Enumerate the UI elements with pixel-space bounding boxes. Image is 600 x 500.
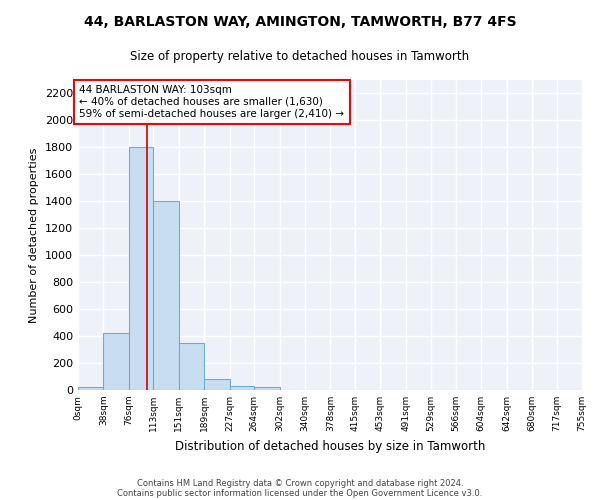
Text: Contains public sector information licensed under the Open Government Licence v3: Contains public sector information licen… xyxy=(118,488,482,498)
Text: 44 BARLASTON WAY: 103sqm
← 40% of detached houses are smaller (1,630)
59% of sem: 44 BARLASTON WAY: 103sqm ← 40% of detach… xyxy=(79,86,344,118)
Text: Size of property relative to detached houses in Tamworth: Size of property relative to detached ho… xyxy=(130,50,470,63)
Bar xyxy=(154,202,179,390)
Y-axis label: Number of detached properties: Number of detached properties xyxy=(29,148,40,322)
Text: 44, BARLASTON WAY, AMINGTON, TAMWORTH, B77 4FS: 44, BARLASTON WAY, AMINGTON, TAMWORTH, B… xyxy=(83,15,517,29)
Bar xyxy=(230,386,254,390)
Bar xyxy=(103,334,129,390)
Text: Contains HM Land Registry data © Crown copyright and database right 2024.: Contains HM Land Registry data © Crown c… xyxy=(137,478,463,488)
Bar xyxy=(78,388,103,390)
Bar xyxy=(129,148,154,390)
Bar xyxy=(204,379,230,390)
Bar xyxy=(254,388,280,390)
Bar xyxy=(179,343,204,390)
X-axis label: Distribution of detached houses by size in Tamworth: Distribution of detached houses by size … xyxy=(175,440,485,452)
